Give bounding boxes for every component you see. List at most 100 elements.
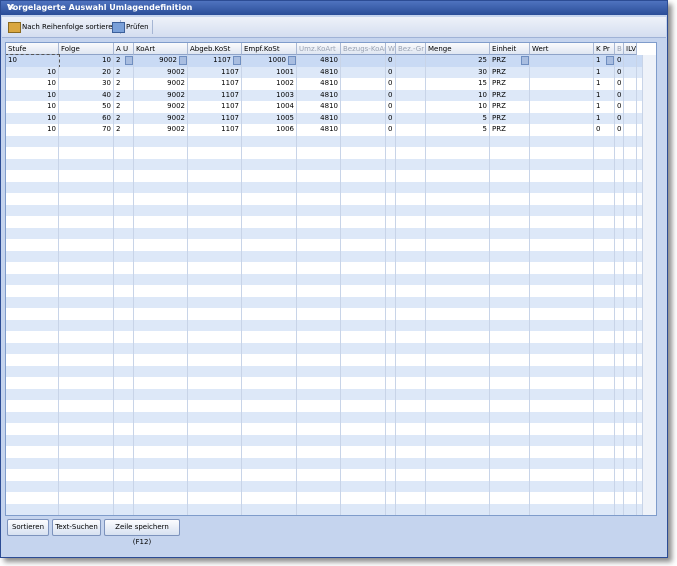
table-row[interactable]: 10 50 2 9002 1107 1004 4810 0 10 PRZ 1 0	[6, 101, 642, 113]
table-row	[6, 170, 642, 182]
cell	[114, 296, 134, 308]
close-button[interactable]: ×	[7, 2, 16, 13]
column-header[interactable]: Bez.-Gr	[396, 43, 426, 55]
cell	[530, 423, 594, 435]
cell	[134, 457, 188, 469]
column-header[interactable]: Wert	[530, 43, 594, 55]
cell	[426, 262, 490, 274]
table-row[interactable]: 10 30 2 9002 1107 1002 4810 0 15 PRZ 1 0	[6, 78, 642, 90]
table-row[interactable]: 10 60 2 9002 1107 1005 4810 0 5 PRZ 1 0	[6, 112, 642, 124]
column-header[interactable]: ILV-B	[624, 43, 637, 55]
cell	[396, 181, 426, 193]
column-header[interactable]: Empf.KoSt	[242, 43, 297, 55]
cell	[134, 273, 188, 285]
cell	[59, 446, 114, 458]
table-row[interactable]: 10 10 2 9002 1107 1000 4810 0 25 PRZ 1 0	[6, 54, 642, 68]
dropdown-button[interactable]	[288, 56, 296, 65]
cell	[297, 446, 341, 458]
column-header[interactable]: Menge	[426, 43, 490, 55]
column-header[interactable]: K Pr	[594, 43, 615, 55]
cell	[624, 55, 637, 67]
cell	[188, 170, 242, 182]
cell	[242, 388, 297, 400]
cell	[134, 354, 188, 366]
dropdown-button[interactable]	[606, 56, 614, 65]
button[interactable]: Text-Suchen	[52, 519, 101, 536]
column-header[interactable]: Einheit	[490, 43, 530, 55]
table-row[interactable]: 10 20 2 9002 1107 1001 4810 0 30 PRZ 1 0	[6, 66, 642, 78]
cell	[341, 469, 386, 481]
column-header[interactable]: Bezugs-KoAr	[341, 43, 386, 55]
cell	[615, 227, 624, 239]
cell	[59, 411, 114, 423]
cell	[341, 480, 386, 492]
table-row	[6, 388, 642, 400]
table-row	[6, 342, 642, 354]
cell	[242, 377, 297, 389]
cell	[297, 331, 341, 343]
cell	[386, 354, 396, 366]
cell: 1	[594, 89, 615, 101]
cell	[386, 204, 396, 216]
cell	[242, 262, 297, 274]
cell	[396, 296, 426, 308]
cell	[6, 170, 59, 182]
column-header[interactable]: A U	[114, 43, 134, 55]
cell-text: 2	[116, 125, 121, 133]
cell	[490, 331, 530, 343]
cell	[341, 331, 386, 343]
cell	[396, 446, 426, 458]
cell	[594, 273, 615, 285]
cell	[530, 216, 594, 228]
cell	[297, 457, 341, 469]
cell	[624, 411, 637, 423]
cell	[341, 124, 386, 136]
cell-text: 9002	[167, 102, 185, 110]
cell	[624, 469, 637, 481]
cell	[59, 296, 114, 308]
button[interactable]: Zeile speichern (F12)	[104, 519, 180, 546]
dropdown-button[interactable]	[521, 56, 529, 65]
cell: 0	[615, 78, 624, 90]
table-row[interactable]: 10 40 2 9002 1107 1003 4810 0 10 PRZ 1 0	[6, 89, 642, 101]
cell: 2	[114, 112, 134, 124]
cell-text: PRZ	[492, 56, 506, 64]
cell	[6, 158, 59, 170]
cell	[59, 158, 114, 170]
dropdown-button[interactable]	[233, 56, 241, 65]
cell	[297, 193, 341, 205]
column-header[interactable]: Folge	[59, 43, 114, 55]
cell	[624, 78, 637, 90]
cell	[188, 469, 242, 481]
cell	[530, 457, 594, 469]
scrollbar[interactable]	[642, 55, 656, 515]
toolbar-button[interactable]: Nach Reihenfolge sortieren	[6, 20, 121, 34]
column-header[interactable]: Umz.KoArt	[297, 43, 341, 55]
dropdown-button[interactable]	[125, 56, 133, 65]
column-header[interactable]: Stufe	[6, 43, 59, 55]
cell	[6, 492, 59, 504]
column-header[interactable]: B	[615, 43, 624, 55]
table-row[interactable]: 10 70 2 9002 1107 1006 4810 0 5 PRZ 0 0	[6, 124, 642, 136]
cell	[59, 492, 114, 504]
cell	[114, 135, 134, 147]
cell	[530, 411, 594, 423]
button[interactable]: Sortieren	[7, 519, 49, 536]
dropdown-button[interactable]	[179, 56, 187, 65]
cell	[341, 296, 386, 308]
cell	[426, 388, 490, 400]
cell: 2	[114, 101, 134, 113]
column-header[interactable]: KoArt	[134, 43, 188, 55]
cell	[396, 273, 426, 285]
cell-text: 2	[116, 113, 121, 122]
cell	[594, 262, 615, 274]
cell	[594, 503, 615, 515]
cell	[242, 354, 297, 366]
column-header[interactable]: W	[386, 43, 396, 55]
column-header[interactable]: Abgeb.KoSt	[188, 43, 242, 55]
cell	[594, 227, 615, 239]
toolbar-button[interactable]: Prüfen	[110, 20, 153, 34]
cell	[59, 227, 114, 239]
cell	[188, 457, 242, 469]
cell	[297, 377, 341, 389]
